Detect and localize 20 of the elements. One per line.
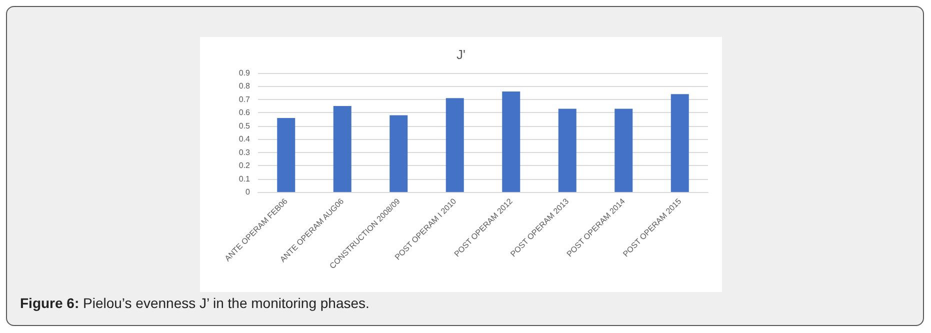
y-tick-label: 0.5 (238, 121, 251, 130)
bar (446, 98, 464, 192)
bar (558, 108, 576, 192)
y-tick-label: 0.6 (238, 108, 251, 118)
y-tick-label: 0.2 (238, 161, 251, 170)
bar (277, 118, 296, 192)
y-tick-label: 0.7 (238, 94, 251, 104)
bar (390, 115, 408, 192)
y-tick-label: 0 (246, 188, 251, 196)
caption: Figure 6: Pielou’s evenness J’ in the monitoring phases. (20, 295, 370, 311)
bar (502, 92, 520, 192)
bar (333, 106, 352, 192)
y-tick-label: 0.3 (238, 148, 251, 157)
y-tick-label: 0.9 (238, 68, 251, 78)
chart-title: J' (456, 47, 466, 62)
bar (670, 94, 689, 192)
bar (614, 108, 633, 192)
y-tick-label: 0.8 (238, 82, 251, 91)
y-tick-label: 0.4 (238, 134, 251, 144)
y-tick-label: 0.1 (238, 174, 251, 184)
